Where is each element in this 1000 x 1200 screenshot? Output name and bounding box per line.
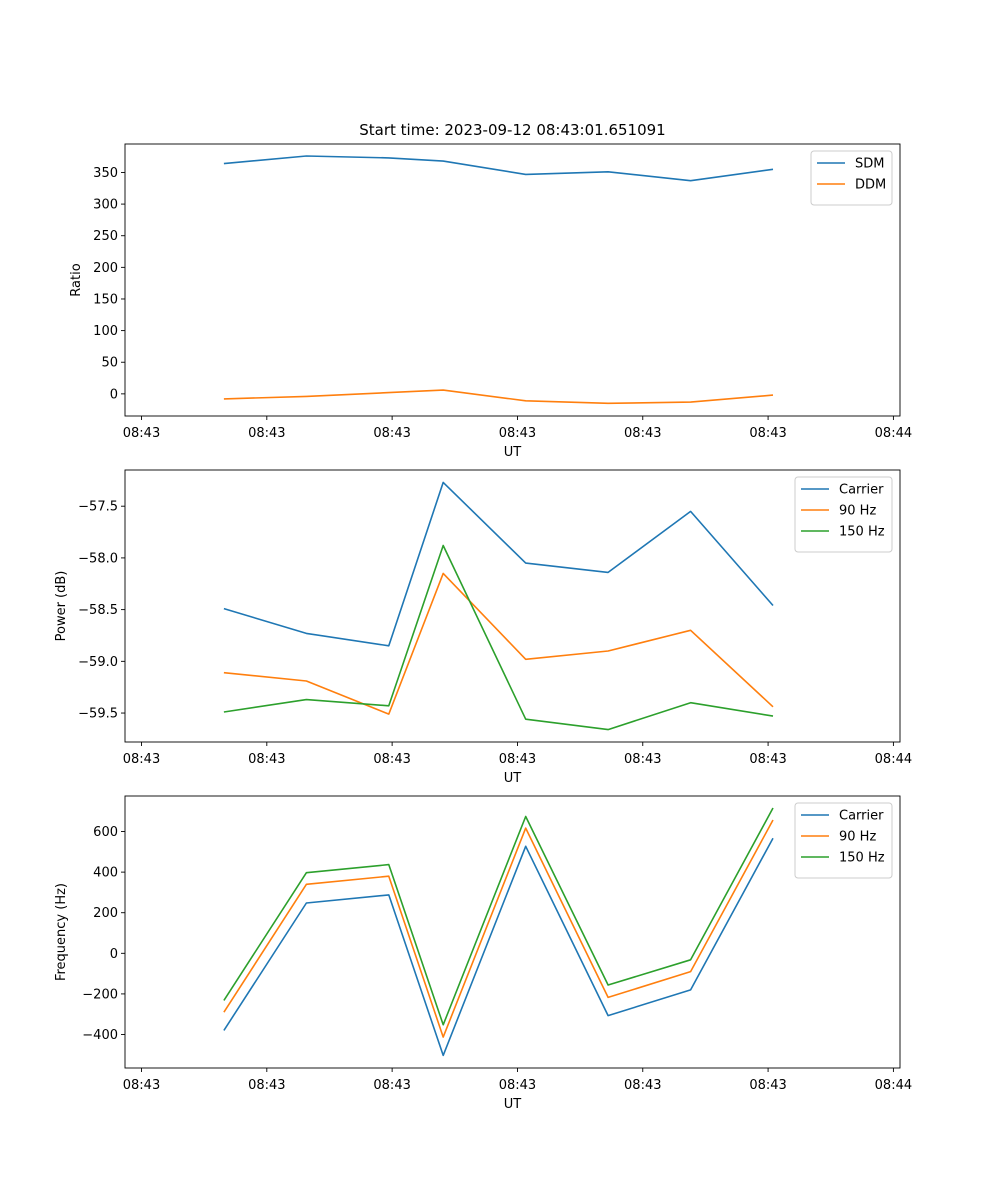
legend-label-150-hz: 150 Hz: [839, 525, 885, 540]
x-tick-label: 08:43: [248, 426, 285, 441]
chart-title: Start time: 2023-09-12 08:43:01.651091: [359, 121, 665, 139]
series-line-ddm: [223, 389, 774, 405]
y-tick-label: 200: [93, 906, 118, 921]
legend-label-90-hz: 90 Hz: [839, 504, 876, 519]
series-line-carrier: [223, 837, 774, 1057]
plot-frame: [124, 469, 901, 743]
legend: Carrier 90 Hz 150 Hz: [794, 476, 893, 553]
x-tick-label: 08:44: [875, 1078, 912, 1093]
x-tick-label: 08:43: [624, 752, 661, 767]
y-tick-label: −58.0: [78, 551, 118, 566]
legend-label-carrier: Carrier: [839, 809, 884, 824]
x-axis-label: UT: [504, 771, 522, 786]
subplot-2: 08:43 08:43 08:43 08:43 08:43 08:43 08:44 −59.5…: [54, 469, 912, 786]
y-tick-label: 0: [110, 387, 118, 402]
legend-label-sdm: SDM: [855, 157, 884, 172]
legend-label-150-hz: 150 Hz: [839, 851, 885, 866]
y-tick-label: 400: [93, 866, 118, 881]
y-tick-label: −200: [82, 987, 118, 1002]
y-tick-label: 100: [93, 324, 118, 339]
series-line-150-hz: [223, 544, 774, 731]
y-tick-label: −58.5: [78, 603, 118, 618]
y-tick-label: −400: [82, 1028, 118, 1043]
x-tick-label: 08:43: [248, 752, 285, 767]
series-line-90-hz: [223, 572, 774, 715]
y-tick-label: 200: [93, 261, 118, 276]
subplot-1: 08:43 08:43 08:43 08:43 08:43 08:43 08:44 0 50 10…: [69, 121, 912, 460]
y-tick-label: 350: [93, 166, 118, 181]
x-tick-label: 08:43: [499, 752, 536, 767]
legend-label-carrier: Carrier: [839, 483, 884, 498]
legend: Carrier 90 Hz 150 Hz: [794, 802, 893, 879]
x-tick-label: 08:43: [373, 1078, 410, 1093]
y-tick-label: 150: [93, 292, 118, 307]
series-line-sdm: [223, 155, 774, 182]
legend-label-90-hz: 90 Hz: [839, 830, 876, 845]
x-tick-label: 08:44: [875, 426, 912, 441]
legend-box: [794, 802, 893, 879]
plot-frame: [124, 795, 901, 1069]
x-tick-label: 08:43: [749, 1078, 786, 1093]
x-tick-label: 08:43: [499, 1078, 536, 1093]
plot-frame: [124, 143, 901, 417]
series-line-carrier: [223, 481, 774, 647]
x-tick-label: 08:43: [499, 426, 536, 441]
x-tick-label: 08:43: [624, 1078, 661, 1093]
y-tick-label: 0: [110, 947, 118, 962]
series-line-90-hz: [223, 819, 774, 1038]
x-tick-label: 08:43: [749, 426, 786, 441]
x-tick-label: 08:43: [123, 426, 160, 441]
legend-label-ddm: DDM: [855, 178, 886, 193]
y-tick-label: −59.5: [78, 707, 118, 722]
x-tick-label: 08:44: [875, 752, 912, 767]
x-tick-label: 08:43: [749, 752, 786, 767]
x-tick-label: 08:43: [373, 426, 410, 441]
x-tick-label: 08:43: [123, 1078, 160, 1093]
y-tick-label: 50: [101, 356, 118, 371]
x-axis-label: UT: [504, 1097, 522, 1112]
legend-box: [794, 476, 893, 553]
x-tick-label: 08:43: [624, 426, 661, 441]
x-tick-label: 08:43: [248, 1078, 285, 1093]
y-axis-label: Frequency (Hz): [54, 883, 69, 981]
y-tick-label: 250: [93, 229, 118, 244]
series-line-150-hz: [223, 807, 774, 1026]
y-axis-label: Power (dB): [54, 571, 69, 642]
x-axis-label: UT: [504, 445, 522, 460]
x-tick-label: 08:43: [373, 752, 410, 767]
y-axis-label: Ratio: [69, 263, 84, 296]
legend-box: [810, 150, 893, 206]
y-tick-label: 300: [93, 198, 118, 213]
legend: SDM DDM: [810, 150, 893, 206]
subplot-3: 08:43 08:43 08:43 08:43 08:43 08:43 08:44 −400 −…: [54, 795, 912, 1112]
y-tick-label: −57.5: [78, 500, 118, 515]
y-tick-label: 600: [93, 825, 118, 840]
y-tick-label: −59.0: [78, 655, 118, 670]
x-tick-label: 08:43: [123, 752, 160, 767]
